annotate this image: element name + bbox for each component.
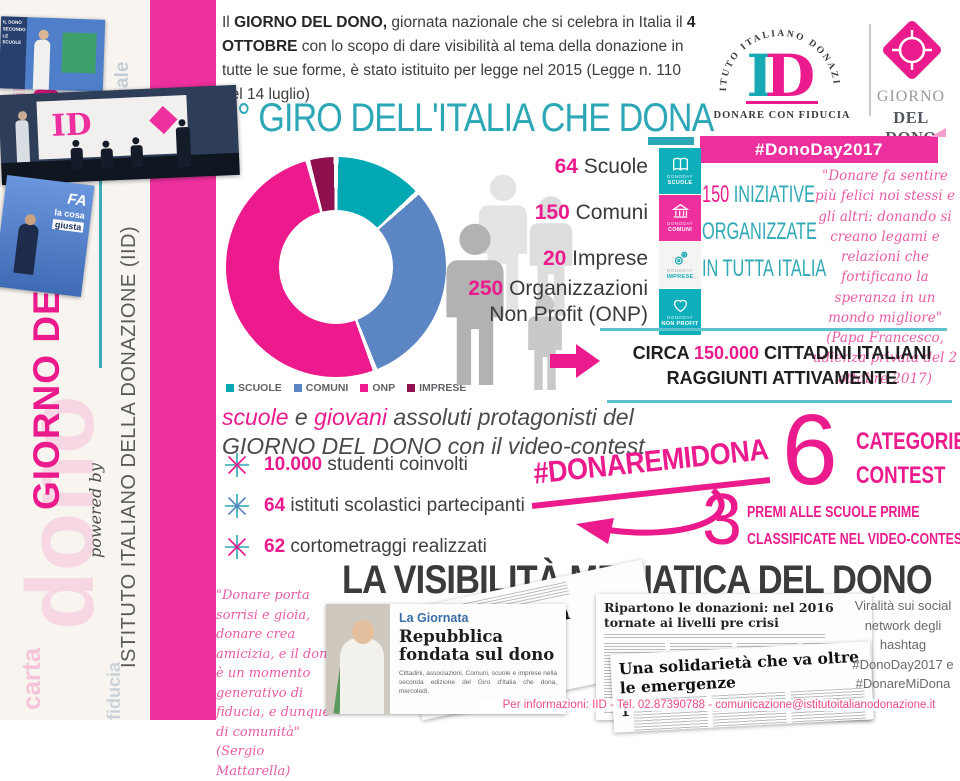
logo-divider bbox=[869, 24, 871, 116]
badge-donoday-comuni: DONODAY COMUNI bbox=[659, 195, 701, 241]
tv-guest bbox=[13, 222, 40, 275]
clipping-kicker: La Giornata bbox=[399, 611, 469, 625]
clipping-headline: Repubblica fondata sul dono bbox=[399, 627, 555, 665]
tv-graphic bbox=[61, 32, 97, 74]
mattarella-attribution: (Sergio Mattarella) bbox=[216, 744, 291, 779]
donoday-banner: #DonoDay2017 bbox=[700, 136, 938, 163]
bullet-istituti: 64 istituti scolastici partecipanti bbox=[224, 493, 525, 519]
papa-francesco-quote: "Donare fa sentire più felici noi stessi… bbox=[812, 168, 958, 387]
legend-swatch bbox=[407, 384, 416, 392]
clipping-body: Cittadini, associazioni, Comuni, scuole … bbox=[399, 670, 557, 696]
banner-fold bbox=[930, 128, 946, 137]
iid-logo: ISTITUTO ITALIANO DONAZIONE I D DONARE C… bbox=[700, 8, 850, 121]
divider-line bbox=[607, 400, 952, 403]
papa-quote-attribution: (Papa Francesco, udienza privata del 2 o… bbox=[812, 330, 958, 387]
stat-scuole: 64 Scuole bbox=[554, 155, 648, 178]
head-shape bbox=[352, 620, 374, 644]
right-arrow-icon bbox=[550, 344, 600, 378]
intro-paragraph: Il GIORNO DEL DONO, giornata nazionale c… bbox=[222, 14, 696, 104]
reach-statement: CIRCA 150.000 CITTADINI ITALIANI RAGGIUN… bbox=[632, 343, 932, 389]
contest-intro: scuole e giovani assoluti protagonisti d… bbox=[222, 404, 645, 460]
robe-shape bbox=[340, 638, 384, 714]
contest-label: CONTEST bbox=[856, 462, 946, 489]
watermark-word: carta bbox=[16, 647, 46, 710]
gears-icon bbox=[674, 251, 687, 265]
legend-item: ONP bbox=[360, 382, 395, 394]
audience-figure bbox=[100, 148, 114, 169]
categorie-number: 6 bbox=[782, 394, 838, 506]
page-title: 2° GIRO DELL'ITALIA CHE DONA bbox=[219, 96, 714, 140]
tv-title-line3: giusta bbox=[52, 219, 84, 233]
book-icon bbox=[672, 157, 688, 171]
social-virality-note: Viralità sui social network degli hashta… bbox=[852, 598, 954, 691]
sidebar-organization: ISTITUTO ITALIANO DELLA DONAZIONE (IID) bbox=[118, 225, 140, 668]
iniziative-block: 150 INIZIATIVE ORGANIZZATE IN TUTTA ITAL… bbox=[702, 181, 827, 283]
heading-underline bbox=[648, 137, 694, 145]
bullet-cortometraggi: 62 cortometraggi realizzati bbox=[224, 534, 487, 560]
clipping-la-giornata: La Giornata Repubblica fondata sul dono … bbox=[326, 604, 566, 714]
clipping-headline: Ripartono le donazioni: nel 2016 tornate… bbox=[604, 600, 834, 630]
studio-id-monogram: ID bbox=[50, 107, 93, 144]
audience-figure bbox=[130, 144, 144, 168]
star-bullet-icon bbox=[225, 494, 249, 518]
audience-figure bbox=[70, 147, 84, 171]
studio-host-head bbox=[17, 110, 28, 121]
legend-item: COMUNI bbox=[293, 382, 348, 394]
tv-title-line1: FA bbox=[66, 190, 88, 210]
studio-diamond-icon bbox=[149, 105, 178, 135]
stat-onp: 250 Organizzazioni Non Profit (ONP) bbox=[468, 277, 648, 327]
tv-caption: IL DONO SECONDO LE SCUOLE bbox=[0, 16, 28, 90]
sidebar-divider-line bbox=[99, 152, 102, 368]
giorno-del-dono-diamond-icon bbox=[882, 20, 942, 80]
clipping-tv-scuole: IL DONO SECONDO LE SCUOLE bbox=[0, 16, 106, 92]
iid-monogram-d: D bbox=[765, 42, 815, 110]
donut-chart-hole bbox=[279, 210, 393, 324]
chart-legend: SCUOLE COMUNI ONP IMPRESE bbox=[226, 382, 466, 394]
legend-swatch bbox=[293, 384, 302, 392]
tv-guest-head bbox=[24, 213, 37, 226]
star-bullet-icon bbox=[225, 453, 249, 477]
heart-icon bbox=[673, 299, 687, 313]
studio-host bbox=[15, 119, 31, 163]
bullet-studenti: 10.000 studenti coinvolti bbox=[224, 452, 468, 478]
stat-comuni: 150 Comuni bbox=[534, 201, 648, 224]
pope-photo bbox=[326, 604, 390, 714]
tv-person-head bbox=[38, 29, 49, 40]
clipping-tv-fa-la-cosa-giusta: FA la cosa giusta bbox=[0, 175, 95, 297]
badge-donoday-nonprofit: DONODAY NON PROFIT bbox=[659, 289, 701, 335]
mattarella-quote: "Donare porta sorrisi e gioia, donare cr… bbox=[216, 588, 336, 779]
fake-newsprint bbox=[604, 634, 825, 639]
badge-donoday-scuole: DONODAY SCUOLE bbox=[659, 148, 701, 194]
iid-tagline: DONARE CON FIDUCIA bbox=[713, 110, 850, 121]
iid-monogram-i: I bbox=[746, 42, 773, 110]
hashtag-underline-arrow bbox=[531, 477, 771, 544]
legend-swatch bbox=[360, 384, 369, 392]
footer-contact-info: Per informazioni: IID - Tel. 02.87390788… bbox=[478, 699, 960, 711]
star-bullet-icon bbox=[225, 535, 249, 559]
divider-line bbox=[600, 328, 947, 331]
tv-person bbox=[32, 39, 51, 90]
bank-icon bbox=[671, 203, 689, 218]
giorno-logo-line1: GIORNO bbox=[876, 88, 946, 105]
stat-imprese: 20 Imprese bbox=[542, 247, 648, 270]
clipping-tv-studio: ID bbox=[0, 84, 240, 186]
premi-number: 3 bbox=[702, 480, 743, 560]
categorie-label: CATEGORIE bbox=[856, 428, 960, 455]
clipping-solidarieta: Una solidarietà che va oltre le emergenz… bbox=[610, 641, 874, 733]
premi-label-line2: CLASSIFICATE NEL VIDEO-CONTEST bbox=[747, 531, 960, 548]
badge-donoday-imprese: DONODAY IMPRESE bbox=[659, 242, 701, 288]
premi-label-line1: PREMI ALLE SCUOLE PRIME bbox=[747, 504, 920, 521]
legend-swatch bbox=[226, 384, 234, 392]
powered-by-label: powered by bbox=[86, 463, 105, 558]
legend-item: SCUOLE bbox=[226, 382, 282, 394]
legend-item: IMPRESE bbox=[407, 382, 466, 394]
audience-figure bbox=[175, 126, 192, 168]
